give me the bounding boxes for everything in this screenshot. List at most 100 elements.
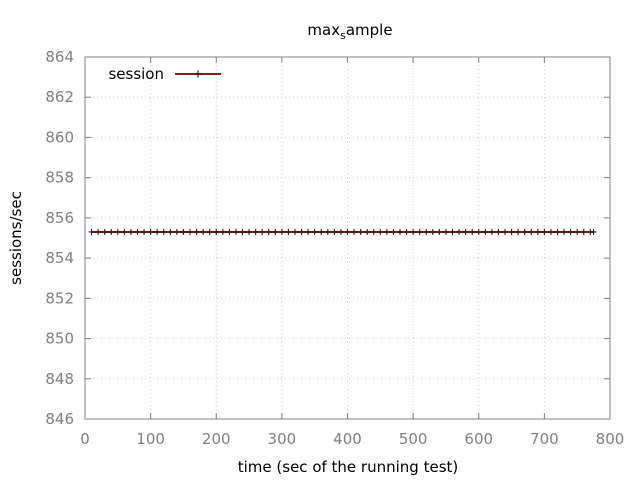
data-point: [88, 228, 95, 235]
data-point: [246, 228, 253, 235]
y-axis-label: sessions/sec: [7, 191, 25, 285]
legend-marker-session: [194, 70, 202, 78]
data-point: [521, 228, 528, 235]
data-point: [567, 228, 574, 235]
data-point: [590, 228, 597, 235]
data-point: [508, 228, 515, 235]
data-point: [528, 228, 535, 235]
data-point: [390, 228, 397, 235]
data-point: [515, 228, 522, 235]
data-point: [101, 228, 108, 235]
data-point: [436, 228, 443, 235]
data-point: [134, 228, 141, 235]
data-point: [351, 228, 358, 235]
data-point: [403, 228, 410, 235]
series-layer: [88, 228, 597, 235]
data-point: [206, 228, 213, 235]
data-point: [127, 228, 134, 235]
data-point: [147, 228, 154, 235]
data-point: [305, 228, 312, 235]
y-tick-label: 858: [45, 169, 74, 187]
data-point: [416, 228, 423, 235]
y-tick-label: 850: [45, 330, 74, 348]
x-tick-label: 100: [136, 430, 165, 448]
data-point: [232, 228, 239, 235]
data-point: [193, 228, 200, 235]
data-point: [219, 228, 226, 235]
data-point: [547, 228, 554, 235]
data-point: [554, 228, 561, 235]
data-point: [173, 228, 180, 235]
data-point: [377, 228, 384, 235]
grid: [85, 57, 610, 419]
x-tick-label: 700: [530, 430, 559, 448]
data-point: [292, 228, 298, 235]
data-point: [239, 228, 246, 235]
data-point: [423, 228, 430, 235]
data-point: [370, 228, 377, 235]
x-tick-label: 600: [464, 430, 493, 448]
y-tick-label: 864: [45, 48, 74, 66]
x-tick-label: 400: [333, 430, 362, 448]
data-point: [534, 228, 541, 235]
data-point: [442, 228, 449, 235]
data-point: [456, 228, 463, 235]
axis-ticks: 0 100 200 300 400 500 600 700 800 846 848 850 852 854…: [45, 48, 624, 448]
y-tick-label: 862: [45, 88, 74, 106]
data-point: [475, 228, 482, 235]
data-point: [265, 228, 272, 235]
x-tick-label: 800: [596, 430, 625, 448]
y-tick-label: 856: [45, 209, 74, 227]
data-point: [213, 228, 220, 235]
data-point: [114, 228, 121, 235]
data-point: [141, 228, 148, 235]
data-point: [462, 228, 469, 235]
data-point: [337, 228, 344, 235]
data-point: [200, 228, 207, 235]
data-point: [180, 228, 187, 235]
data-point: [331, 228, 338, 235]
data-point: [580, 228, 587, 235]
y-tick-label: 854: [45, 249, 74, 267]
x-tick-label: 300: [268, 430, 297, 448]
data-point: [324, 228, 331, 235]
data-point: [285, 228, 292, 235]
chart-title: maxsample: [307, 21, 392, 42]
data-point: [108, 228, 115, 235]
data-point: [278, 228, 285, 235]
data-point: [449, 228, 456, 235]
data-point: [167, 228, 174, 235]
data-point: [318, 228, 325, 235]
y-tick-label: 848: [45, 370, 74, 388]
data-point: [298, 228, 305, 235]
x-tick-label: 0: [80, 430, 90, 448]
data-point: [469, 228, 476, 235]
y-tick-label: 852: [45, 289, 74, 307]
data-point: [495, 228, 502, 235]
data-point: [160, 228, 167, 235]
legend-label-session: session: [108, 65, 164, 83]
data-point: [383, 228, 390, 235]
x-tick-label: 200: [202, 430, 231, 448]
data-point: [311, 228, 318, 235]
x-tick-label: 500: [399, 430, 428, 448]
data-point: [429, 228, 436, 235]
y-tick-label: 860: [45, 128, 74, 146]
data-point: [561, 228, 568, 235]
data-point: [364, 228, 371, 235]
data-point: [121, 228, 128, 235]
data-point: [154, 228, 161, 235]
data-point: [344, 228, 351, 235]
data-point: [187, 228, 193, 235]
data-point: [574, 228, 581, 235]
data-point: [502, 228, 508, 235]
data-point: [541, 228, 548, 235]
data-point: [252, 228, 259, 235]
x-axis-label: time (sec of the running test): [238, 458, 459, 476]
data-point: [95, 228, 102, 235]
data-point: [488, 228, 495, 235]
legend: session: [108, 65, 221, 83]
data-point: [397, 228, 403, 235]
data-point: [272, 228, 279, 235]
